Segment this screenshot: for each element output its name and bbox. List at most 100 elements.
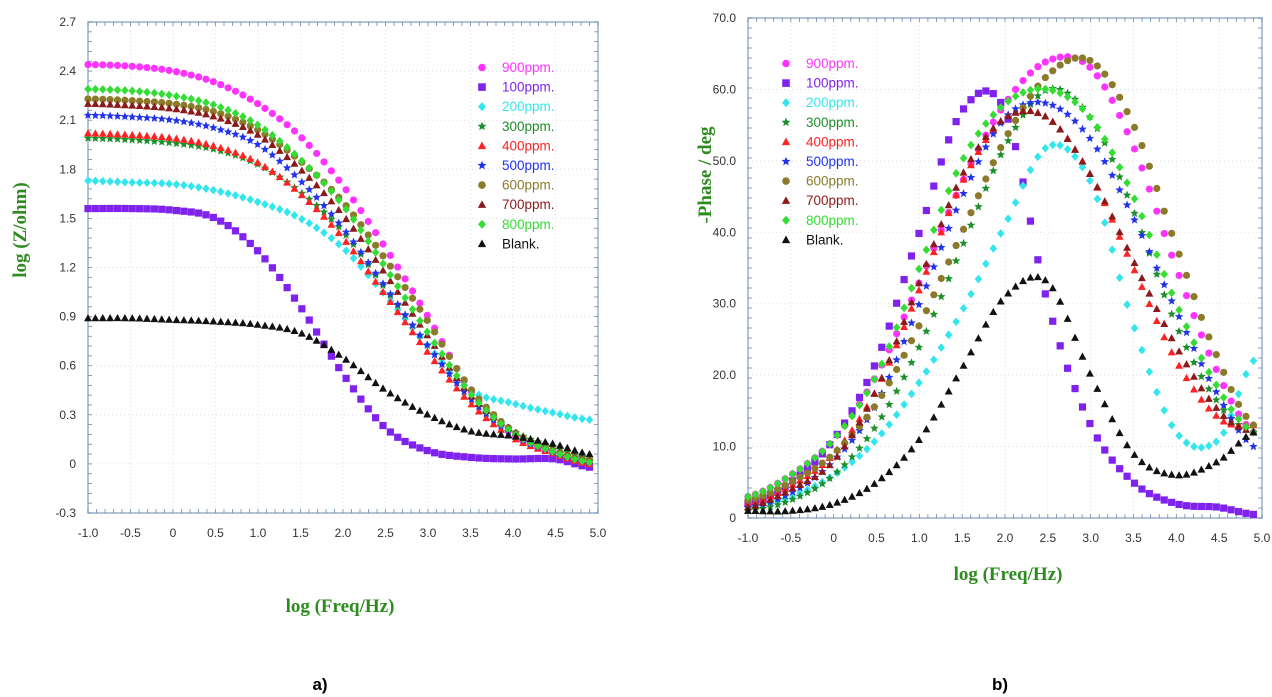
- data-point: [364, 267, 373, 275]
- data-point: [1145, 247, 1154, 256]
- data-point: [335, 176, 343, 184]
- data-point: [922, 245, 931, 255]
- data-point: [298, 134, 306, 142]
- data-point: [914, 435, 923, 443]
- data-point: [899, 372, 909, 381]
- data-point: [833, 446, 841, 455]
- data-point: [766, 502, 775, 511]
- data-point: [781, 474, 789, 484]
- x-tick-label: 2.0: [997, 531, 1014, 545]
- data-point: [1152, 316, 1161, 324]
- data-point: [1011, 85, 1020, 94]
- data-point: [966, 220, 976, 229]
- panel-b-caption: b): [992, 675, 1008, 694]
- data-point: [1034, 256, 1042, 264]
- data-point: [202, 139, 210, 147]
- data-point: [313, 149, 321, 158]
- data-point: [431, 328, 439, 336]
- data-point: [334, 205, 343, 214]
- data-point: [135, 131, 144, 139]
- data-point: [297, 329, 306, 337]
- data-point: [475, 398, 483, 408]
- x-tick-label: 1.0: [911, 531, 928, 545]
- data-point: [1205, 333, 1213, 341]
- data-point: [1175, 347, 1184, 355]
- data-point: [246, 126, 255, 134]
- data-point: [1056, 342, 1064, 350]
- data-point: [84, 129, 92, 137]
- data-point: [298, 214, 306, 224]
- data-point: [1160, 496, 1168, 504]
- data-point: [818, 502, 827, 510]
- data-point: [519, 401, 527, 411]
- data-point: [217, 110, 225, 118]
- data-point: [201, 143, 211, 152]
- data-point: [1130, 208, 1139, 217]
- x-tick-label: 2.5: [377, 526, 394, 540]
- data-point: [254, 126, 262, 134]
- data-point: [128, 205, 136, 213]
- data-point: [408, 294, 417, 302]
- x-tick-label: 1.5: [954, 531, 971, 545]
- data-point: [386, 276, 395, 285]
- data-point: [201, 121, 211, 130]
- data-point: [1093, 194, 1102, 204]
- data-point: [297, 177, 307, 186]
- data-point: [157, 178, 166, 188]
- data-point: [452, 378, 462, 387]
- data-point: [1167, 334, 1176, 342]
- data-point: [578, 414, 586, 424]
- data-point: [202, 75, 210, 83]
- data-point: [1234, 410, 1243, 418]
- legend-label: 300ppm.: [502, 119, 555, 134]
- data-point: [268, 202, 277, 212]
- data-point: [922, 281, 931, 290]
- data-point: [818, 446, 827, 456]
- legend-marker: [781, 156, 791, 166]
- x-tick-label: 3.0: [1082, 531, 1099, 545]
- data-point: [327, 209, 336, 218]
- legend-marker: [478, 181, 486, 189]
- data-point: [1152, 304, 1161, 313]
- data-point: [511, 432, 520, 440]
- data-point: [1085, 369, 1094, 377]
- data-point: [91, 133, 100, 143]
- data-point: [848, 426, 857, 434]
- panel-b-y-axis-label: -Phase / deg: [695, 126, 716, 224]
- data-point: [1041, 276, 1050, 284]
- x-tick-label: 2.0: [335, 526, 352, 540]
- x-tick-label: 1.5: [292, 526, 309, 540]
- data-point: [460, 425, 469, 433]
- data-point: [885, 322, 893, 330]
- series-100ppm: [84, 204, 594, 471]
- data-point: [261, 104, 269, 112]
- data-point: [825, 500, 834, 508]
- panel-a-x-axis-label: log (Freq/Hz): [286, 596, 395, 617]
- data-point: [312, 181, 321, 189]
- data-point: [870, 479, 879, 487]
- data-point: [423, 311, 431, 319]
- legend-marker: [782, 79, 790, 87]
- data-point: [982, 119, 990, 128]
- legend-label: 300ppm.: [806, 115, 859, 130]
- data-point: [1153, 207, 1161, 215]
- data-point: [1108, 148, 1116, 157]
- data-point: [84, 314, 92, 322]
- data-point: [1205, 502, 1213, 511]
- data-point: [1249, 428, 1258, 436]
- data-point: [216, 114, 225, 122]
- data-point: [526, 403, 535, 413]
- data-point: [83, 133, 93, 142]
- panel-b-x-axis-label: log (Freq/Hz): [954, 564, 1063, 585]
- legend-marker: [478, 102, 486, 112]
- data-point: [253, 197, 262, 207]
- data-point: [1026, 92, 1035, 100]
- data-point: [452, 371, 461, 381]
- data-point: [261, 135, 269, 143]
- data-point: [84, 84, 92, 94]
- data-point: [892, 461, 901, 469]
- data-point: [1242, 509, 1250, 517]
- data-point: [1048, 100, 1058, 109]
- data-point: [180, 180, 188, 190]
- data-point: [959, 225, 968, 233]
